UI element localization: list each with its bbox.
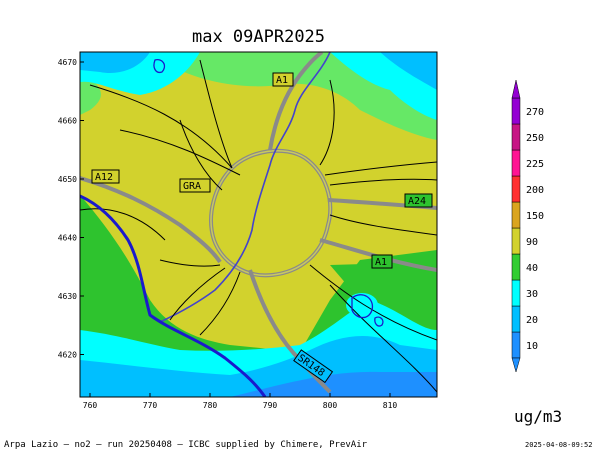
x-tick-label: 760	[83, 401, 98, 410]
colorbar-level-label: 20	[526, 315, 538, 326]
colorbar-level-label: 150	[526, 211, 544, 222]
road-label-a24: A24	[404, 193, 433, 208]
colorbar-segment	[511, 201, 521, 229]
x-tick-label: 770	[143, 401, 158, 410]
y-tick-label: 4670	[58, 58, 77, 67]
concentration-field	[80, 52, 437, 397]
colorbar-segment	[511, 175, 521, 203]
colorbar-segment	[511, 97, 521, 125]
road-label-a12: A12	[91, 169, 120, 184]
svg-text:A24: A24	[408, 196, 426, 207]
svg-text:A1: A1	[375, 257, 387, 268]
y-axis: 4670 4660 4650 4640 4630 4620	[58, 58, 84, 360]
colorbar-level-label: 90	[526, 237, 538, 248]
colorbar-segment	[511, 253, 521, 281]
y-tick-label: 4660	[58, 117, 77, 126]
y-tick-label: 4640	[58, 234, 77, 243]
footer-credits: Arpa Lazio — no2 — run 20250408 — ICBC s…	[4, 440, 368, 450]
x-axis: 760 770 780 790 800 810	[83, 393, 398, 410]
x-tick-label: 780	[203, 401, 218, 410]
colorbar-segment	[511, 149, 521, 177]
colorbar-level-label: 270	[526, 107, 544, 118]
colorbar-top-arrow	[511, 79, 521, 99]
colorbar-segment	[511, 305, 521, 333]
colorbar-bottom-arrow	[511, 357, 521, 373]
map-frame	[79, 51, 438, 398]
map-title: max 09APR2025	[191, 27, 326, 47]
colorbar-level-label: 250	[526, 133, 544, 144]
x-tick-label: 810	[383, 401, 398, 410]
road-label-a1-south: A1	[371, 254, 393, 269]
y-tick-label: 4630	[58, 292, 77, 301]
map-figure: A1 A12 GRA A24 A1 SR148 760 770 780 790 800 8…	[58, 51, 544, 410]
road-label-gra: GRA	[179, 178, 211, 193]
x-tick-label: 790	[263, 401, 278, 410]
y-tick-label: 4650	[58, 175, 77, 184]
svg-text:GRA: GRA	[183, 181, 201, 192]
colorbar-level-label: 225	[526, 159, 544, 170]
colorbar-segment	[511, 331, 521, 359]
road-label-a1-north: A1	[272, 72, 294, 87]
x-tick-label: 800	[323, 401, 338, 410]
colorbar-segment	[511, 279, 521, 307]
svg-text:A1: A1	[276, 75, 288, 86]
run-timestamp: 2025-04-08-09:52	[525, 441, 593, 449]
colorbar-level-label: 30	[526, 289, 538, 300]
colorbar-level-label: 200	[526, 185, 544, 196]
svg-text:A12: A12	[95, 172, 113, 183]
colorbar-segment	[511, 123, 521, 151]
unit-label: ug/m3	[514, 407, 563, 426]
colorbar-level-label: 40	[526, 263, 538, 274]
colorbar-level-label: 10	[526, 341, 538, 352]
y-tick-label: 4620	[58, 351, 77, 360]
colorbar-segment	[511, 227, 521, 255]
colorbar: 10 20 30 40 90 150 200 225 250 270	[511, 79, 544, 373]
